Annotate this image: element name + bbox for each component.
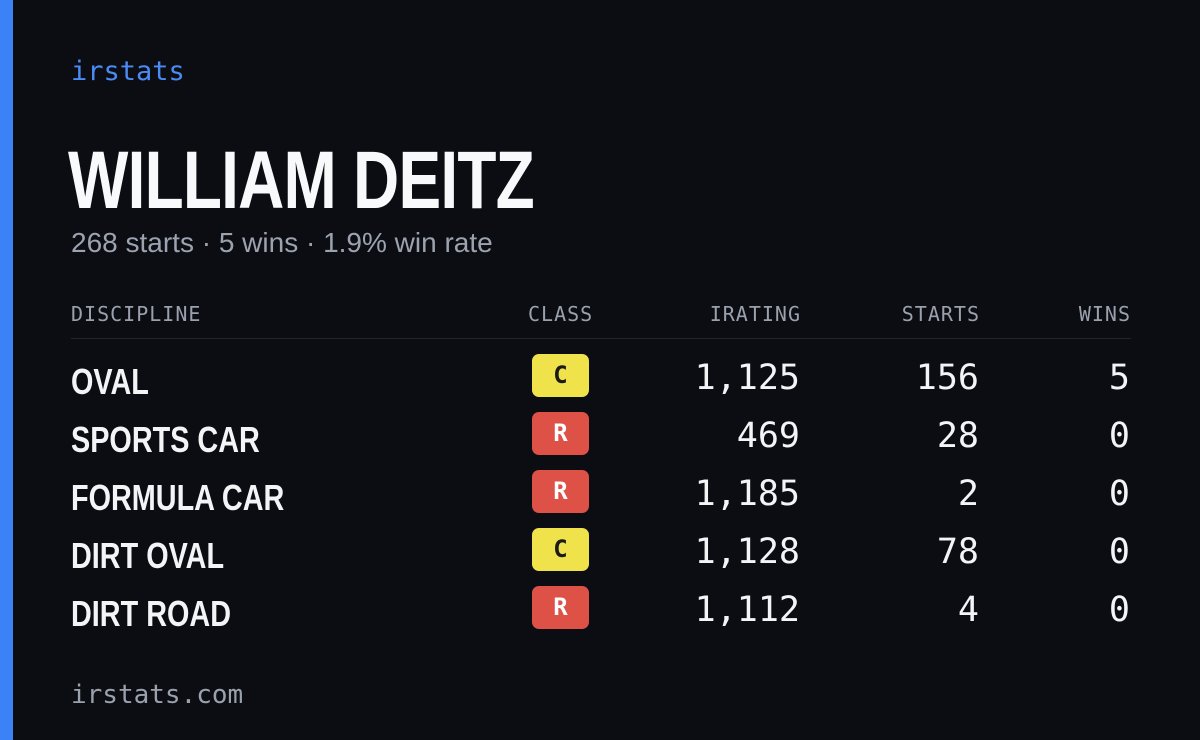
driver-summary: 268 starts · 5 wins · 1.9% win rate [71, 227, 493, 258]
table-row: SPORTS CAR R 469 28 0 [71, 407, 1131, 465]
header-discipline: DISCIPLINE [71, 302, 202, 326]
irating-value: 469 [736, 416, 800, 456]
table-row: FORMULA CAR R 1,185 2 0 [71, 465, 1131, 523]
table-row: DIRT ROAD R 1,112 4 0 [71, 581, 1131, 639]
table-row: DIRT OVAL C 1,128 78 0 [71, 523, 1131, 581]
license-class-badge: R [532, 470, 589, 513]
header-irating: IRATING [709, 302, 801, 326]
table-header: DISCIPLINE CLASS IRATING STARTS WINS [71, 300, 1131, 339]
license-class-badge: R [532, 412, 589, 455]
license-class-badge: R [532, 586, 589, 629]
header-wins: WINS [1078, 302, 1131, 326]
starts-value: 156 [915, 358, 979, 398]
header-starts: STARTS [901, 302, 980, 326]
header-class: CLASS [528, 302, 594, 326]
starts-value: 28 [936, 416, 979, 456]
footer-url[interactable]: irstats.com [71, 680, 244, 710]
starts-value: 4 [957, 590, 979, 630]
starts-value: 2 [957, 474, 979, 514]
discipline-table: OVAL C 1,125 156 5 SPORTS CAR R 469 28 0… [71, 349, 1131, 639]
discipline-name: SPORTS CAR [71, 419, 260, 460]
irating-value: 1,125 [694, 358, 800, 398]
irating-value: 1,128 [694, 532, 800, 572]
irating-value: 1,185 [694, 474, 800, 514]
discipline-name: OVAL [71, 361, 149, 402]
driver-name: WILLIAM DEITZ [68, 135, 535, 226]
discipline-name: FORMULA CAR [71, 477, 285, 518]
irating-value: 1,112 [694, 590, 800, 630]
wins-value: 5 [1108, 358, 1130, 398]
discipline-name: DIRT ROAD [71, 593, 231, 634]
accent-bar [0, 0, 13, 740]
wins-value: 0 [1108, 532, 1130, 572]
license-class-badge: C [532, 354, 589, 397]
wins-value: 0 [1108, 416, 1130, 456]
wins-value: 0 [1108, 590, 1130, 630]
brand-logo-text[interactable]: irstats [71, 56, 185, 87]
license-class-badge: C [532, 528, 589, 571]
wins-value: 0 [1108, 474, 1130, 514]
discipline-name: DIRT OVAL [71, 535, 225, 576]
table-row: OVAL C 1,125 156 5 [71, 349, 1131, 407]
starts-value: 78 [936, 532, 979, 572]
